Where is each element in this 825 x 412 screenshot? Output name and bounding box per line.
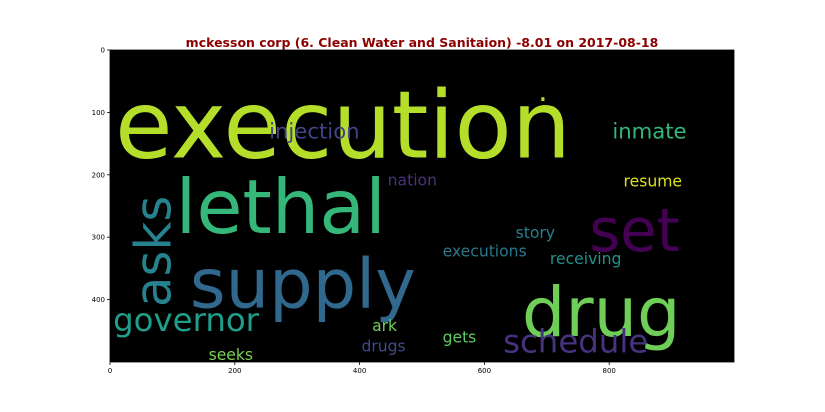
x-tick-label: 200: [228, 367, 241, 375]
x-tick-label: 0: [108, 367, 112, 375]
word-story: story: [516, 224, 555, 242]
word-inmate: inmate: [612, 119, 686, 144]
y-tick-label: 400: [92, 296, 105, 304]
word-gets: gets: [443, 329, 477, 347]
word-set: set: [589, 196, 680, 265]
y-tick-label: 100: [92, 109, 105, 117]
word-lethal: lethal: [176, 163, 386, 251]
y-tick-label: 300: [92, 234, 105, 242]
plot-area: [110, 50, 734, 362]
x-tick-label: 400: [353, 367, 366, 375]
word-ark: ark: [372, 317, 397, 335]
word-supply: supply: [190, 245, 416, 325]
x-tick-label: 600: [478, 367, 491, 375]
axes: 0 200 400 600 800 0 100 200 300 400: [92, 47, 735, 375]
word-drugs: drugs: [361, 337, 405, 355]
word-receiving: receiving: [550, 250, 622, 268]
word-injection: injection: [269, 119, 359, 144]
word-asks: asks: [125, 196, 183, 307]
word-executions: executions: [443, 243, 527, 261]
word-seeks: seeks: [209, 346, 253, 364]
word-nation: nation: [388, 171, 437, 189]
word-dot: ·: [538, 82, 548, 117]
x-tick-label: 800: [603, 367, 616, 375]
word-governor: governor: [113, 301, 260, 339]
word-drug: drug: [522, 273, 681, 353]
y-tick-label: 200: [92, 171, 105, 179]
chart-title: mckesson corp (6. Clean Water and Sanita…: [186, 35, 659, 50]
y-tick-label: 0: [101, 47, 105, 55]
word-resume: resume: [624, 173, 682, 191]
word-execution: execution: [115, 71, 571, 180]
word-schedule: schedule: [503, 323, 648, 361]
plot-frame: [109, 49, 735, 363]
